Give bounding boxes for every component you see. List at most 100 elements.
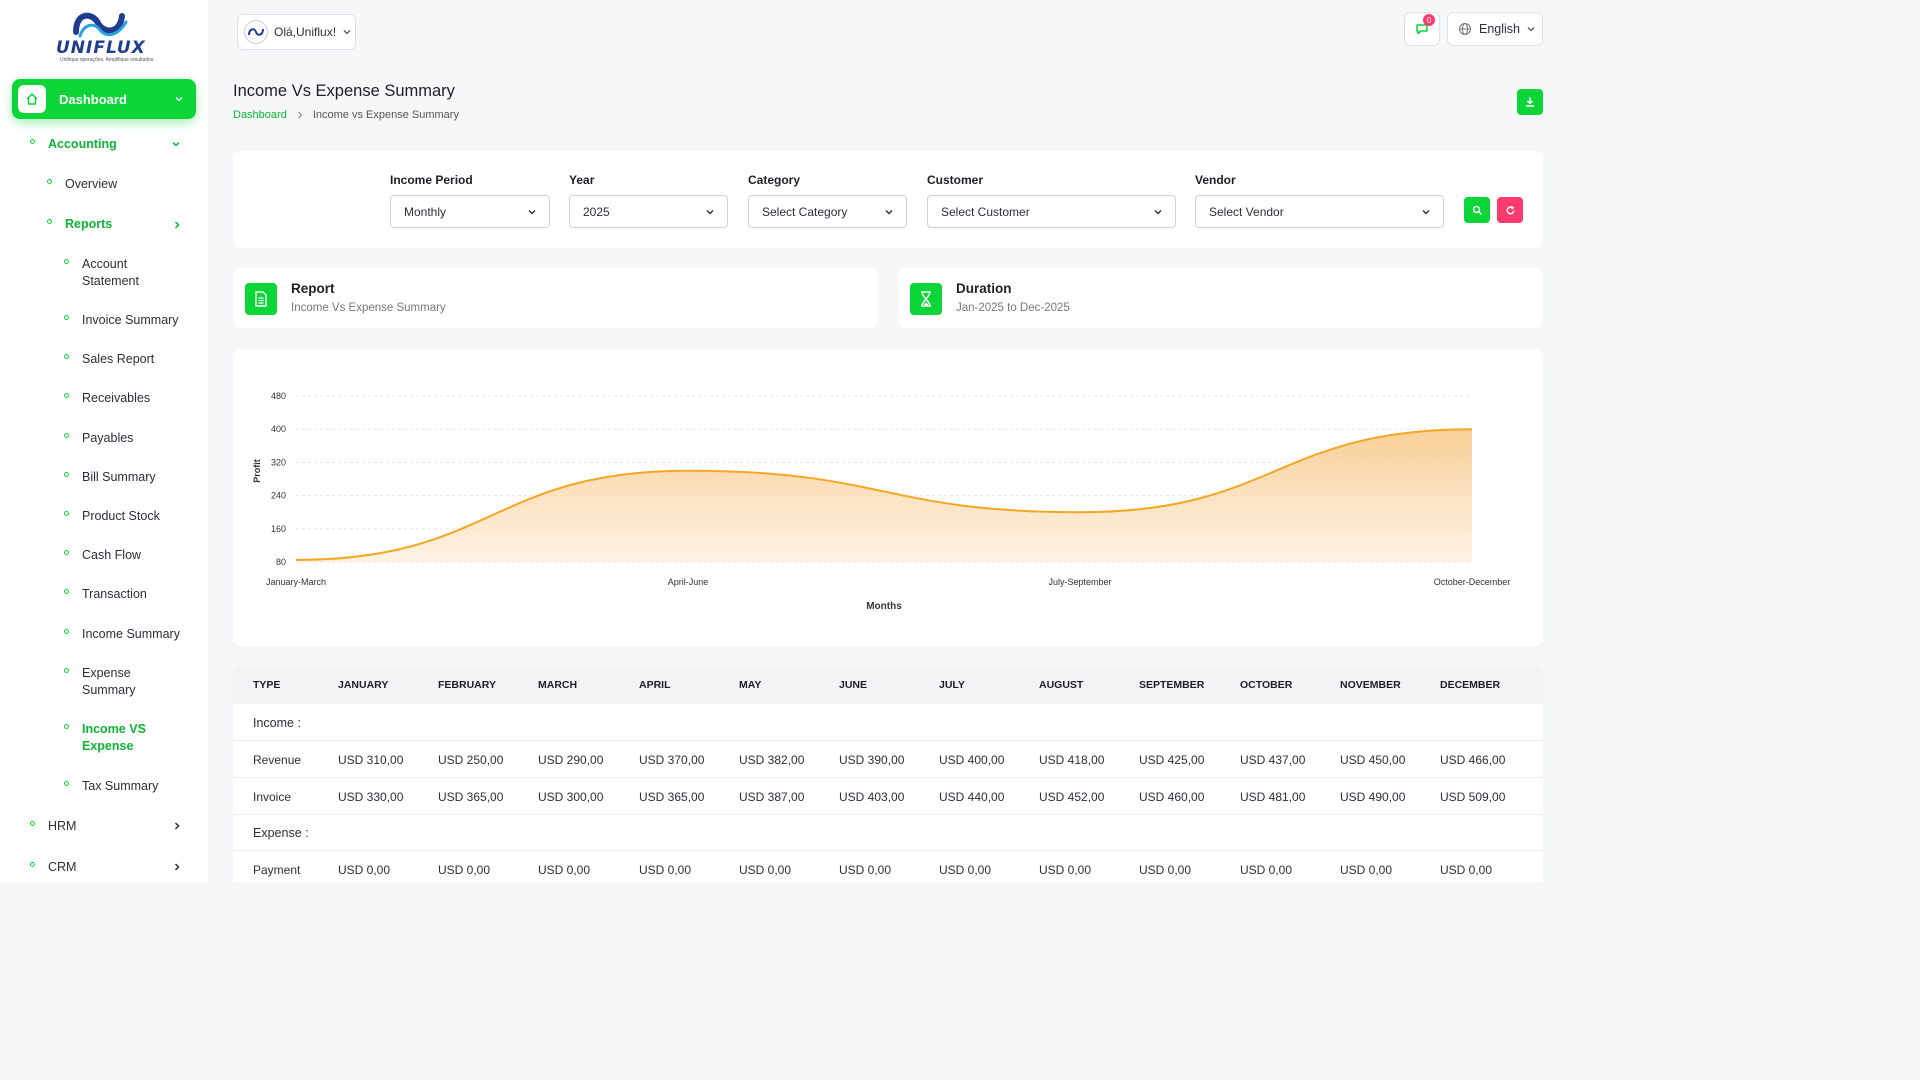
sidebar-item-label: Overview	[65, 177, 118, 191]
sidebar-item-payables[interactable]: Payables	[64, 430, 133, 447]
table-cell: USD 0,00	[438, 863, 491, 877]
vendor-select[interactable]: Select Vendor	[1195, 195, 1444, 228]
table-cell: USD 250,00	[438, 753, 504, 767]
income-section-label: Income :	[253, 716, 301, 730]
sidebar-item-income-vs-expense[interactable]: Income VS Expense	[64, 721, 164, 755]
sidebar-item-cash-flow[interactable]: Cash Flow	[64, 547, 141, 564]
sidebar-item-hrm[interactable]: HRM	[30, 818, 76, 835]
language-label: English	[1479, 22, 1520, 36]
language-selector[interactable]: English	[1447, 12, 1543, 46]
search-button[interactable]	[1464, 197, 1490, 223]
sidebar-item-receivables[interactable]: Receivables	[64, 390, 150, 407]
duration-title: Duration	[956, 281, 1012, 296]
table-cell: USD 0,00	[338, 863, 391, 877]
sidebar-item-sales-report[interactable]: Sales Report	[64, 351, 154, 368]
sidebar: UNIFLUX Unifique operações. Amplifique r…	[0, 0, 208, 882]
table-cell: USD 370,00	[639, 753, 705, 767]
year-select[interactable]: 2025	[569, 195, 728, 228]
table-cell: USD 0,00	[839, 863, 892, 877]
sidebar-item-product-stock[interactable]: Product Stock	[64, 508, 160, 525]
bullet-icon	[30, 862, 35, 867]
chevron-right-icon[interactable]	[172, 220, 182, 230]
hourglass-icon	[910, 283, 942, 315]
sidebar-item-crm[interactable]: CRM	[30, 859, 76, 876]
column-header: AUGUST	[1039, 679, 1084, 691]
column-header: TYPE	[253, 679, 281, 691]
expense-section-label: Expense :	[253, 826, 309, 840]
user-menu-button[interactable]: Olá,Uniflux!	[237, 14, 356, 50]
sidebar-item-account-statement[interactable]: Account Statement	[64, 256, 154, 290]
row-type-cell: Revenue	[253, 753, 302, 767]
table-cell: USD 400,00	[939, 753, 1005, 767]
table-cell: USD 0,00	[739, 863, 792, 877]
table-header: TYPE JANUARY FEBRUARY MARCH APRIL MAY JU…	[233, 666, 1543, 704]
download-button[interactable]	[1517, 89, 1543, 115]
table-cell: USD 418,00	[1039, 753, 1105, 767]
bullet-icon	[47, 219, 52, 224]
sidebar-item-reports[interactable]: Reports	[47, 216, 112, 233]
chevron-right-icon[interactable]	[172, 862, 182, 872]
chevron-right-icon[interactable]	[172, 821, 182, 831]
select-value: Select Category	[762, 204, 848, 219]
globe-icon	[1458, 22, 1472, 36]
customer-select[interactable]: Select Customer	[927, 195, 1176, 228]
sidebar-item-label: Cash Flow	[82, 548, 142, 562]
table-cell: USD 365,00	[438, 790, 504, 804]
sidebar-item-bill-summary[interactable]: Bill Summary	[64, 469, 156, 486]
table-cell: USD 310,00	[338, 753, 404, 767]
bullet-icon	[64, 433, 69, 438]
home-icon	[18, 85, 46, 113]
table-row: Revenue USD 310,00 USD 250,00 USD 290,00 USD…	[233, 741, 1543, 778]
avatar	[244, 20, 268, 44]
chevron-down-icon	[885, 209, 893, 215]
sidebar-item-dashboard[interactable]: Dashboard	[12, 79, 196, 119]
sidebar-item-tax-summary[interactable]: Tax Summary	[64, 778, 158, 795]
category-label: Category	[748, 173, 801, 187]
sidebar-item-expense-summary[interactable]: Expense Summary	[64, 665, 154, 699]
reset-button[interactable]	[1497, 197, 1523, 223]
chevron-down-icon	[706, 209, 714, 215]
breadcrumb-link-dashboard[interactable]: Dashboard	[233, 109, 287, 121]
sidebar-item-overview[interactable]: Overview	[47, 176, 117, 193]
category-select[interactable]: Select Category	[748, 195, 907, 228]
x-tick-label: October-December	[1434, 577, 1511, 587]
bullet-icon	[64, 668, 69, 673]
chevron-down-icon	[343, 30, 351, 35]
y-tick-label: 160	[271, 524, 286, 534]
chat-icon	[1416, 24, 1428, 35]
logo-mark-icon	[73, 12, 128, 38]
brand-logo[interactable]: UNIFLUX Unifique operações. Amplifique r…	[52, 6, 153, 66]
income-period-select[interactable]: Monthly	[390, 195, 550, 228]
x-tick-label: July-September	[1048, 577, 1111, 587]
breadcrumb: Dashboard Income vs Expense Summary	[233, 109, 459, 121]
table-row: Invoice USD 330,00 USD 365,00 USD 300,00 USD…	[233, 778, 1543, 815]
column-header: JANUARY	[338, 679, 389, 691]
sidebar-item-income-summary[interactable]: Income Summary	[64, 626, 180, 643]
chevron-right-icon	[297, 111, 303, 119]
table-cell: USD 0,00	[1440, 863, 1493, 877]
y-tick-label: 80	[276, 557, 286, 567]
select-value: Select Customer	[941, 204, 1030, 219]
select-value: Select Vendor	[1209, 204, 1284, 219]
sidebar-item-accounting[interactable]: Accounting	[30, 136, 117, 153]
sidebar-item-label: Income VS Expense	[82, 722, 146, 753]
sidebar-item-transaction[interactable]: Transaction	[64, 586, 147, 603]
table-cell: USD 300,00	[538, 790, 604, 804]
table-cell: USD 490,00	[1340, 790, 1406, 804]
column-header: MAY	[739, 679, 762, 691]
duration-info-card: Duration Jan-2025 to Dec-2025	[898, 268, 1543, 328]
chevron-down-icon	[1527, 27, 1535, 32]
select-value: 2025	[583, 204, 610, 219]
bullet-icon	[30, 821, 35, 826]
table-cell: USD 460,00	[1139, 790, 1205, 804]
sidebar-item-label: HRM	[48, 819, 77, 833]
sidebar-item-label: Invoice Summary	[82, 313, 179, 327]
income-period-label: Income Period	[390, 173, 473, 187]
sidebar-item-label: Sales Report	[82, 352, 155, 366]
select-value: Monthly	[404, 204, 447, 219]
sidebar-item-label: CRM	[48, 860, 77, 874]
table-cell: USD 365,00	[639, 790, 705, 804]
sidebar-item-invoice-summary[interactable]: Invoice Summary	[64, 312, 179, 329]
brand-name: UNIFLUX	[56, 38, 146, 58]
chevron-down-icon[interactable]	[171, 139, 181, 149]
